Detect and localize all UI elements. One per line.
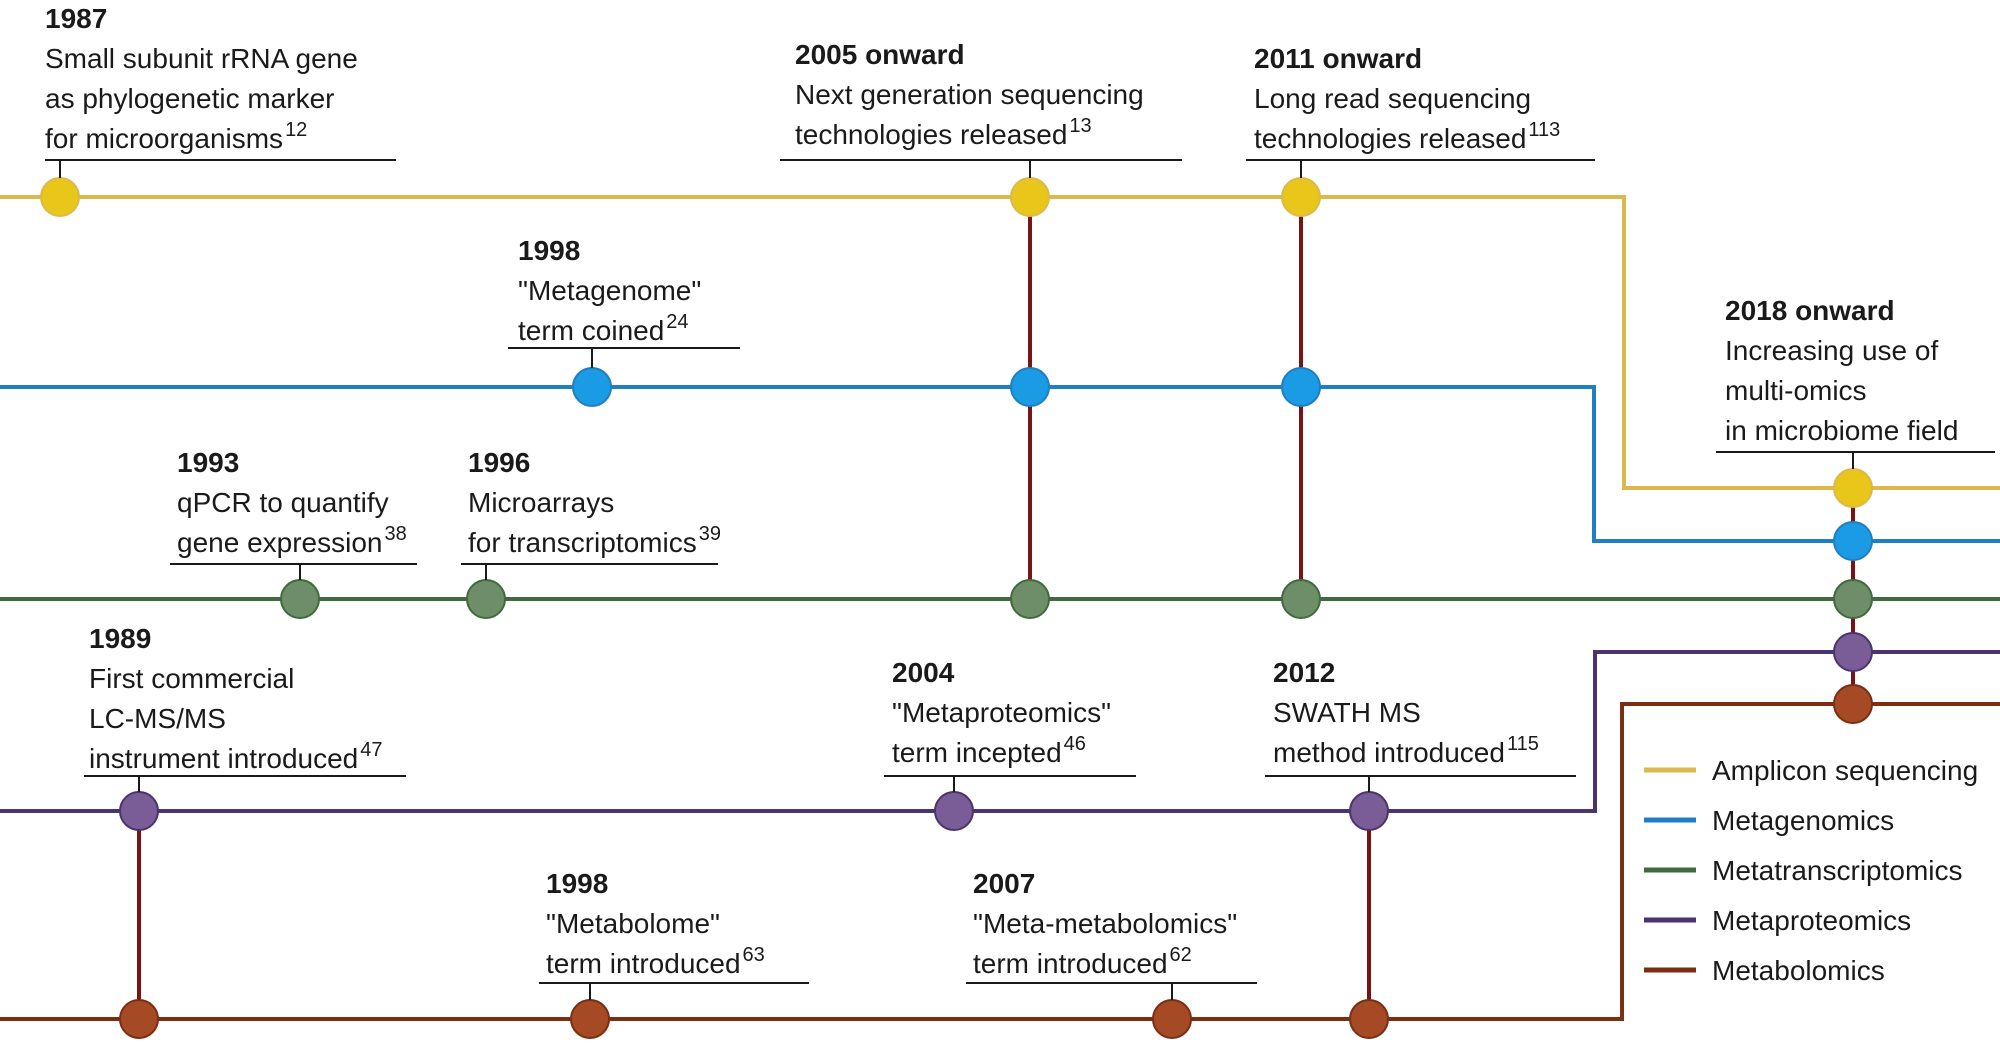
reference-superscript: 115 bbox=[1507, 733, 1539, 755]
event-year: 1993 bbox=[177, 447, 239, 478]
metatranscriptomics-milestone-node bbox=[1833, 579, 1873, 619]
event-annotation: 2007 "Meta-metabolomics" term introduced 62 bbox=[966, 868, 1257, 1000]
event-description-line: SWATH MS bbox=[1273, 697, 1421, 728]
reference-superscript: 63 bbox=[743, 944, 765, 966]
metagenomics-milestone-node bbox=[1281, 367, 1321, 407]
legend: Amplicon sequencing Metagenomics Metatrans… bbox=[1644, 755, 1978, 986]
event-description-line: term coined bbox=[518, 315, 664, 346]
amplicon-track-line bbox=[0, 195, 2000, 490]
event-description-line: "Meta-metabolomics" bbox=[973, 908, 1237, 939]
event-annotation: 1998 "Metabolome" term introduced 63 bbox=[539, 868, 809, 1000]
legend-label: Metaproteomics bbox=[1712, 905, 1911, 936]
event-year: 1996 bbox=[468, 447, 530, 478]
reference-superscript: 39 bbox=[699, 523, 721, 545]
event-annotation: 1989 First commercial LC-MS/MS instrument i… bbox=[84, 623, 406, 792]
amplicon-milestone-node bbox=[1833, 468, 1873, 508]
metagenomics-milestone-node bbox=[572, 367, 612, 407]
amplicon-milestone-node bbox=[1010, 177, 1050, 217]
metagenomics-milestone-node bbox=[1010, 367, 1050, 407]
reference-superscript: 62 bbox=[1170, 944, 1192, 966]
reference-superscript: 24 bbox=[666, 311, 688, 333]
event-annotation: 2005 onward Next generation sequencing tec… bbox=[780, 39, 1182, 178]
event-year: 1989 bbox=[89, 623, 151, 654]
event-description-line: technologies released bbox=[795, 119, 1067, 150]
event-annotation: 1987 Small subunit rRNA gene as phylogenet… bbox=[45, 3, 396, 178]
event-description-line: Long read sequencing bbox=[1254, 83, 1531, 114]
event-description-line: Next generation sequencing bbox=[795, 79, 1144, 110]
event-annotation: 2004 "Metaproteomics" term incepted 46 bbox=[884, 657, 1136, 792]
event-description-line: Microarrays bbox=[468, 487, 614, 518]
event-description-line: First commercial bbox=[89, 663, 294, 694]
metabolomics-track-line bbox=[0, 702, 2000, 1021]
event-year: 2018 onward bbox=[1725, 295, 1895, 326]
event-description-line: in microbiome field bbox=[1725, 415, 1958, 446]
metagenomics-milestone-node bbox=[1833, 521, 1873, 561]
event-description-line: Increasing use of bbox=[1725, 335, 1938, 366]
metatranscriptomics-milestone-node bbox=[280, 579, 320, 619]
event-description-line: qPCR to quantify bbox=[177, 487, 389, 518]
event-year: 2007 bbox=[973, 868, 1035, 899]
event-year: 1998 bbox=[546, 868, 608, 899]
legend-label: Metatranscriptomics bbox=[1712, 855, 1963, 886]
event-annotation: 2018 onward Increasing use of multi-omics i… bbox=[1716, 295, 1995, 469]
event-year: 2004 bbox=[892, 657, 955, 688]
metaproteomics-milestone-node bbox=[1349, 791, 1389, 831]
event-description-line: instrument introduced bbox=[89, 743, 358, 774]
metagenomics-track-line bbox=[0, 385, 2000, 543]
event-description-line: term introduced bbox=[973, 948, 1168, 979]
reference-superscript: 47 bbox=[360, 739, 382, 761]
event-description-line: term incepted bbox=[892, 737, 1062, 768]
event-description-line: gene expression bbox=[177, 527, 382, 558]
event-year: 2005 onward bbox=[795, 39, 965, 70]
event-description-line: multi-omics bbox=[1725, 375, 1867, 406]
metaproteomics-milestone-node bbox=[119, 791, 159, 831]
metaproteomics-track-line bbox=[0, 650, 2000, 813]
event-annotation: 1998 "Metagenome" term coined 24 bbox=[508, 235, 740, 368]
legend-label: Metabolomics bbox=[1712, 955, 1885, 986]
metabolomics-milestone-node bbox=[1833, 684, 1873, 724]
legend-label: Metagenomics bbox=[1712, 805, 1894, 836]
amplicon-milestone-node bbox=[40, 177, 80, 217]
event-description-line: technologies released bbox=[1254, 123, 1526, 154]
reference-superscript: 12 bbox=[285, 119, 307, 141]
event-year: 1998 bbox=[518, 235, 580, 266]
event-annotation: 2011 onward Long read sequencing technolog… bbox=[1246, 43, 1595, 178]
event-description-line: "Metaproteomics" bbox=[892, 697, 1111, 728]
amplicon-milestone-node bbox=[1281, 177, 1321, 217]
event-description-line: term introduced bbox=[546, 948, 741, 979]
reference-superscript: 38 bbox=[384, 523, 406, 545]
event-description-line: for microorganisms bbox=[45, 123, 283, 154]
event-annotation: 1996 Microarrays for transcriptomics 39 bbox=[461, 447, 721, 580]
event-year: 1987 bbox=[45, 3, 107, 34]
metabolomics-milestone-node bbox=[570, 999, 610, 1039]
metatranscriptomics-milestone-node bbox=[1010, 579, 1050, 619]
event-year: 2011 onward bbox=[1254, 43, 1422, 74]
event-description-line: for transcriptomics bbox=[468, 527, 697, 558]
metatranscriptomics-milestone-node bbox=[466, 579, 506, 619]
metabolomics-milestone-node bbox=[119, 999, 159, 1039]
event-annotation: 2012 SWATH MS method introduced 115 bbox=[1265, 657, 1576, 792]
event-description-line: Small subunit rRNA gene bbox=[45, 43, 358, 74]
event-description-line: as phylogenetic marker bbox=[45, 83, 334, 114]
event-description-line: "Metagenome" bbox=[518, 275, 701, 306]
event-description-line: method introduced bbox=[1273, 737, 1505, 768]
event-description-line: LC-MS/MS bbox=[89, 703, 226, 734]
reference-superscript: 113 bbox=[1528, 119, 1560, 141]
metabolomics-milestone-node bbox=[1349, 999, 1389, 1039]
metatranscriptomics-milestone-node bbox=[1281, 579, 1321, 619]
metaproteomics-milestone-node bbox=[934, 791, 974, 831]
reference-superscript: 46 bbox=[1064, 733, 1086, 755]
metaproteomics-milestone-node bbox=[1833, 632, 1873, 672]
legend-label: Amplicon sequencing bbox=[1712, 755, 1978, 786]
event-description-line: "Metabolome" bbox=[546, 908, 720, 939]
event-year: 2012 bbox=[1273, 657, 1335, 688]
metabolomics-milestone-node bbox=[1152, 999, 1192, 1039]
reference-superscript: 13 bbox=[1069, 115, 1091, 137]
event-annotation: 1993 qPCR to quantify gene expression 38 bbox=[170, 447, 417, 580]
